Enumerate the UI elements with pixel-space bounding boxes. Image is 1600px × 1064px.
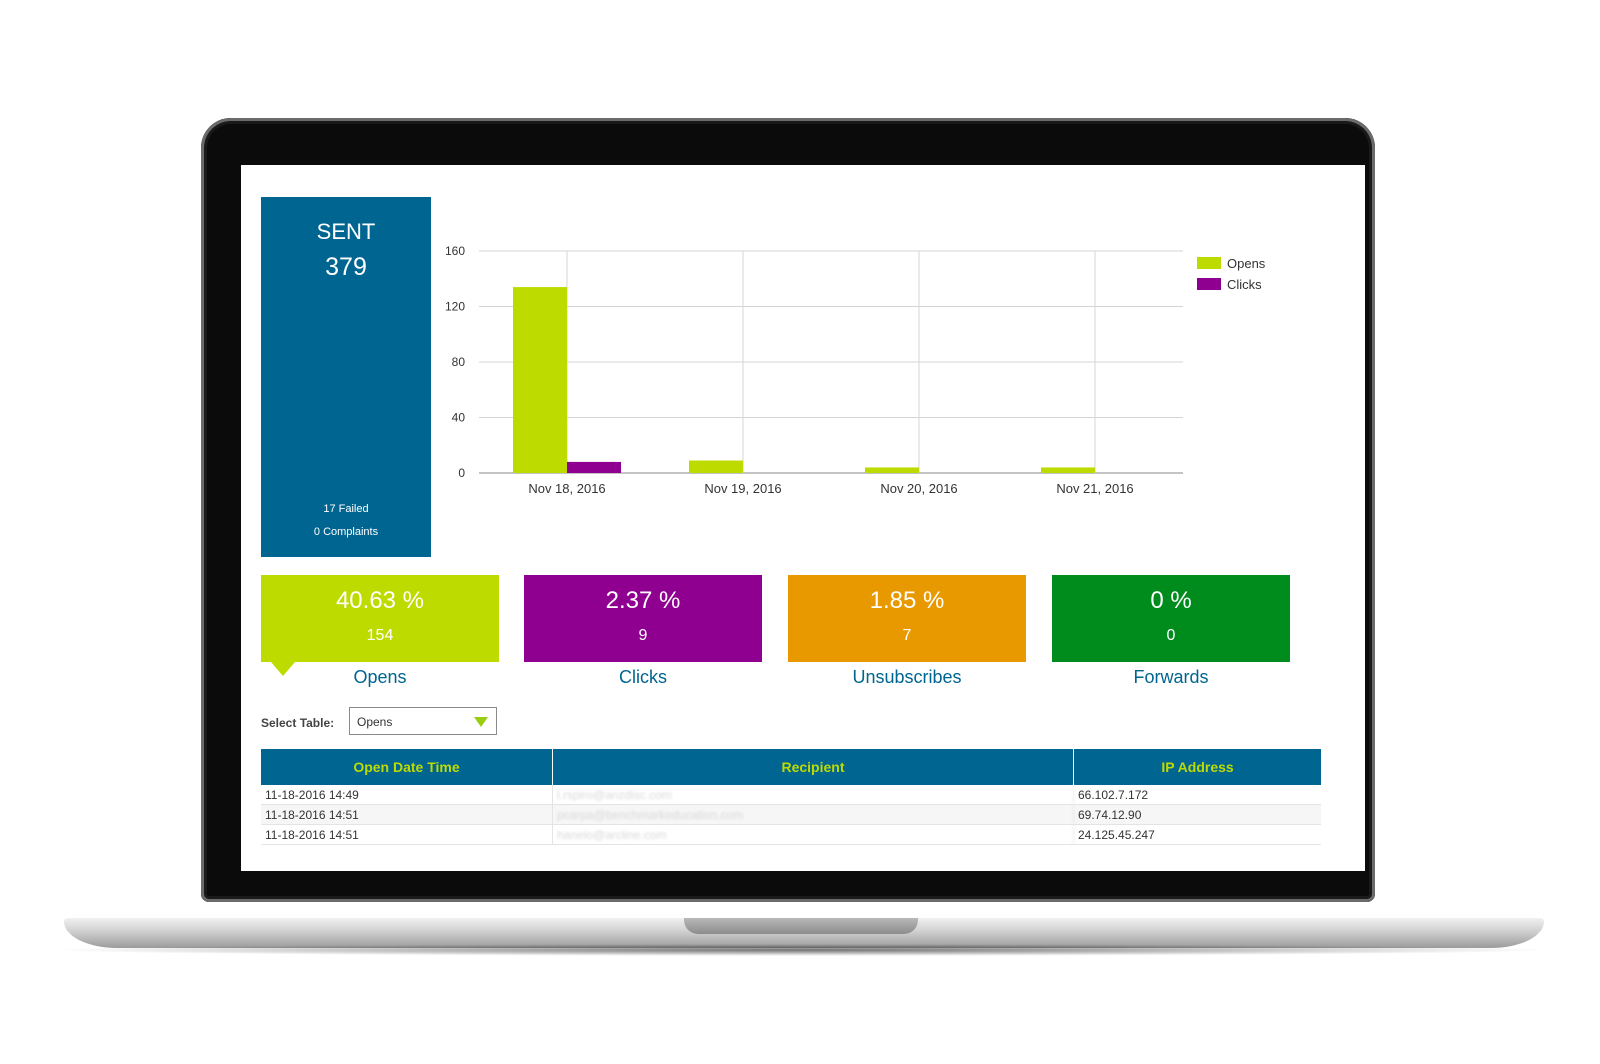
table-row[interactable]: 11-18-2016 14:51 pcarpa@benchmarkeducati… xyxy=(261,805,1321,825)
failed-count: 17 Failed xyxy=(323,503,369,515)
cell-recipient: pcarpa@benchmarkeducation.com xyxy=(553,805,1074,824)
column-header-recipient[interactable]: Recipient xyxy=(553,749,1074,785)
table-select-dropdown[interactable]: Opens xyxy=(349,707,497,735)
cell-ip-address: 69.74.12.90 xyxy=(1078,808,1142,822)
sent-label: SENT xyxy=(316,219,376,244)
opens-bar xyxy=(865,467,919,473)
y-tick-label: 80 xyxy=(452,355,466,369)
chevron-down-icon[interactable] xyxy=(474,717,488,727)
clicks-count: 9 xyxy=(638,627,648,644)
column-header-open-date-time[interactable]: Open Date Time xyxy=(261,749,553,785)
table-row[interactable]: 11-18-2016 14:49 l.rspiro@anzdisc.com 66… xyxy=(261,785,1321,805)
column-header-ip-address[interactable]: IP Address xyxy=(1161,759,1234,775)
opens-bar xyxy=(513,287,567,473)
cell-open-date-time: 11-18-2016 14:49 xyxy=(261,785,553,804)
legend-swatch xyxy=(1197,278,1221,290)
opens-percent: 40.63 % xyxy=(335,587,425,614)
unsubscribes-percent: 1.85 % xyxy=(869,587,945,614)
opens-label[interactable]: Opens xyxy=(353,667,407,687)
opens-bar xyxy=(689,460,743,473)
cell-ip-address: 24.125.45.247 xyxy=(1078,828,1155,842)
unsubscribes-tile[interactable]: 1.85 % 7 xyxy=(788,575,1026,662)
laptop-notch xyxy=(684,918,918,934)
opens-table: Open Date Time Recipient IP Address 11-1… xyxy=(261,749,1321,845)
cell-recipient: l.rspiro@anzdisc.com xyxy=(553,785,1074,804)
x-tick-label: Nov 20, 2016 xyxy=(880,481,957,496)
laptop-shadow xyxy=(46,944,1556,956)
sent-summary-panel: SENT 379 17 Failed 0 Complaints xyxy=(261,197,431,557)
x-tick-label: Nov 18, 2016 xyxy=(528,481,605,496)
clicks-percent: 2.37 % xyxy=(605,587,681,614)
table-header: Open Date Time Recipient IP Address xyxy=(261,749,1321,785)
unsubscribes-count: 7 xyxy=(902,627,912,644)
table-body: 11-18-2016 14:49 l.rspiro@anzdisc.com 66… xyxy=(261,785,1321,845)
forwards-count: 0 xyxy=(1166,627,1176,644)
cell-recipient: hanelo@arcline.com xyxy=(553,825,1074,844)
select-table-label: Select Table: xyxy=(261,716,335,730)
forwards-tile[interactable]: 0 % 0 xyxy=(1052,575,1290,662)
opens-bar xyxy=(1041,467,1095,473)
legend-label: Clicks xyxy=(1227,277,1262,292)
x-tick-label: Nov 19, 2016 xyxy=(704,481,781,496)
opens-clicks-bar-chart: 0 40 80 120 160 Nov 18, 2016 Nov 19, 2016 Nov 2… xyxy=(445,244,1266,496)
y-tick-label: 0 xyxy=(458,466,465,480)
cell-open-date-time: 11-18-2016 14:51 xyxy=(261,805,553,824)
forwards-label[interactable]: Forwards xyxy=(1133,667,1209,687)
selected-pointer xyxy=(271,662,295,676)
legend-swatch xyxy=(1197,257,1221,269)
sent-count: 379 xyxy=(325,253,367,281)
legend-label: Opens xyxy=(1227,256,1266,271)
table-row[interactable]: 11-18-2016 14:51 hanelo@arcline.com 24.1… xyxy=(261,825,1321,845)
opens-count: 154 xyxy=(366,627,394,644)
x-tick-label: Nov 21, 2016 xyxy=(1056,481,1133,496)
laptop-screen: SENT 379 17 Failed 0 Complaints 0 40 80 120… xyxy=(241,165,1365,871)
complaints-count: 0 Complaints xyxy=(313,526,379,538)
y-tick-label: 120 xyxy=(445,300,465,314)
table-select-value: Opens xyxy=(357,715,393,729)
cell-ip-address: 66.102.7.172 xyxy=(1078,788,1149,802)
forwards-percent: 0 % xyxy=(1150,587,1192,614)
clicks-tile[interactable]: 2.37 % 9 xyxy=(524,575,762,662)
clicks-bar xyxy=(567,461,621,473)
unsubscribes-label[interactable]: Unsubscribes xyxy=(852,667,962,687)
clicks-label[interactable]: Clicks xyxy=(619,667,667,687)
cell-open-date-time: 11-18-2016 14:51 xyxy=(261,825,553,844)
y-tick-label: 160 xyxy=(445,244,465,258)
opens-tile[interactable]: 40.63 % 154 xyxy=(261,575,499,676)
y-tick-label: 40 xyxy=(452,411,466,425)
